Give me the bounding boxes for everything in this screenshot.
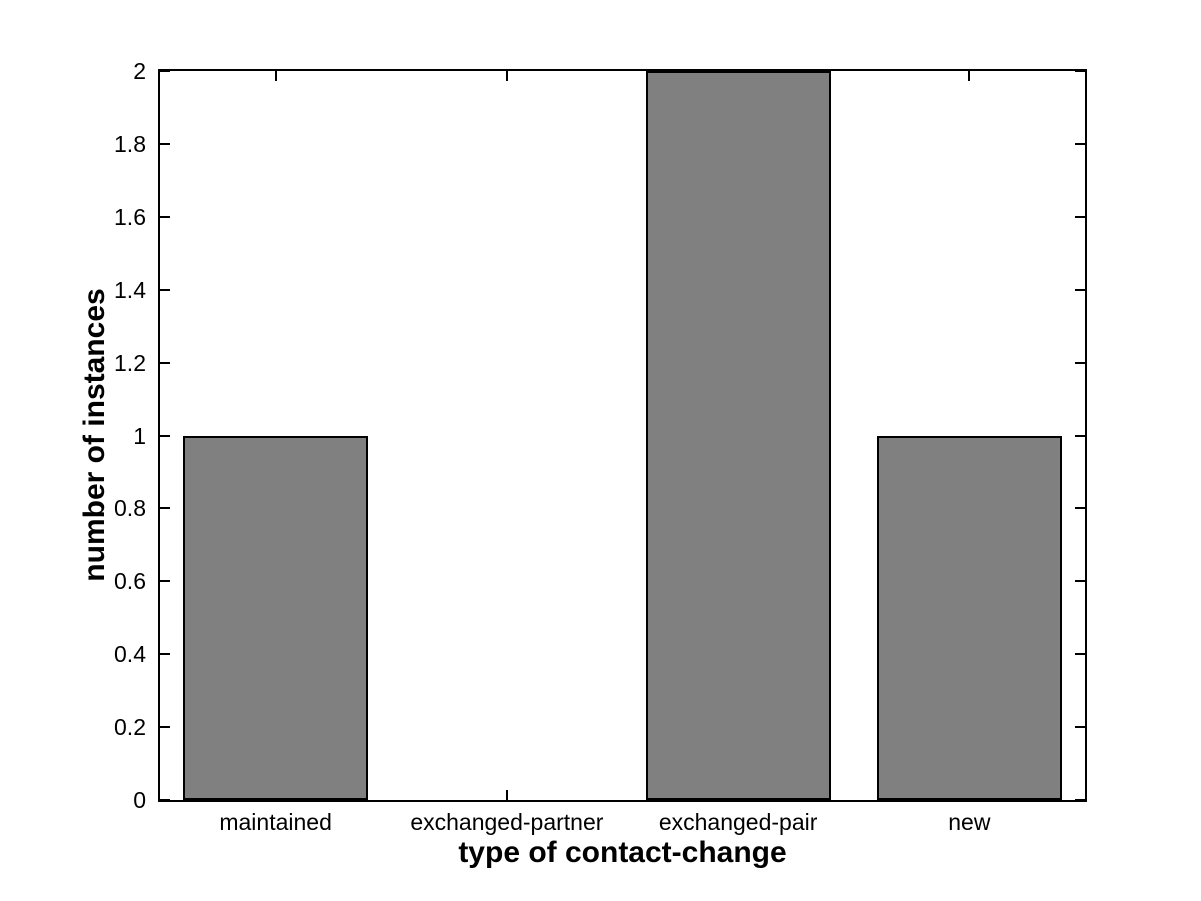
x-tick-top	[505, 71, 508, 81]
y-tick-left	[160, 653, 170, 656]
y-tick-label: 0.4	[114, 641, 146, 668]
y-tick-label: 0.6	[114, 568, 146, 595]
x-axis-label: type of contact-change	[458, 836, 787, 869]
x-tick-label: maintained	[219, 809, 332, 835]
y-tick-right	[1075, 653, 1085, 656]
y-tick-label: 1.8	[114, 130, 146, 157]
y-tick-label: 0	[133, 787, 146, 813]
x-tick-bottom	[505, 790, 508, 800]
y-tick-left	[160, 361, 170, 364]
y-tick-right	[1075, 142, 1085, 145]
bar-new	[876, 435, 1062, 800]
y-tick-label: 1.4	[114, 276, 146, 303]
x-tick-label: exchanged-pair	[658, 809, 818, 835]
bar-exchanged-pair	[645, 71, 831, 800]
y-tick-right	[1075, 215, 1085, 218]
y-tick-label: 0.2	[114, 714, 146, 741]
y-tick-right	[1075, 507, 1085, 510]
x-tick-label: new	[948, 809, 991, 835]
y-tick-label: 1.6	[114, 203, 146, 230]
y-tick-right	[1075, 580, 1085, 583]
y-tick-left	[160, 434, 170, 437]
y-tick-left	[160, 507, 170, 510]
y-tick-right	[1075, 288, 1085, 291]
plot-area	[158, 69, 1087, 802]
y-tick-right	[1075, 726, 1085, 729]
x-tick-top	[274, 71, 277, 81]
y-tick-right	[1075, 70, 1085, 72]
y-tick-left	[160, 142, 170, 145]
y-tick-label: 1	[133, 422, 146, 449]
y-tick-label: 2	[133, 58, 146, 84]
y-tick-left	[160, 580, 170, 583]
y-tick-label: 0.8	[114, 495, 146, 522]
x-tick-label: exchanged-partner	[410, 809, 604, 835]
y-tick-left	[160, 70, 170, 72]
y-tick-right	[1075, 361, 1085, 364]
y-tick-label: 1.2	[114, 349, 146, 376]
y-tick-right	[1075, 434, 1085, 437]
x-tick-top	[968, 71, 971, 81]
bar-maintained	[183, 435, 369, 800]
y-tick-left	[160, 288, 170, 291]
y-tick-left	[160, 215, 170, 218]
y-tick-right	[1075, 799, 1085, 801]
y-tick-left	[160, 726, 170, 729]
y-tick-left	[160, 799, 170, 801]
